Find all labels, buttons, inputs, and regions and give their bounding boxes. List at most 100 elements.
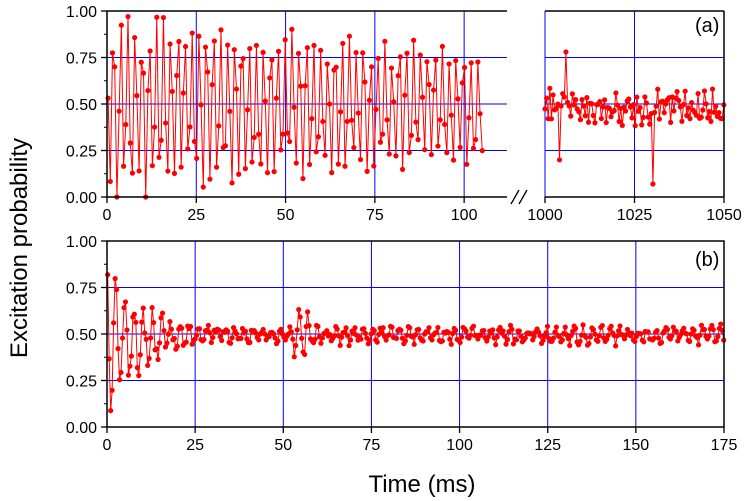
data-point: [493, 342, 499, 348]
y-tick-label: 1.00: [66, 4, 97, 21]
data-point: [459, 334, 465, 340]
data-point: [260, 326, 266, 333]
data-point: [247, 45, 253, 52]
data-point: [606, 105, 613, 111]
data-point: [209, 82, 215, 88]
data-point: [171, 335, 177, 342]
data-point: [233, 331, 240, 337]
data-point: [590, 112, 596, 119]
data-point: [643, 100, 650, 106]
data-point: [388, 65, 395, 71]
data-point: [122, 299, 129, 305]
data-point: [253, 42, 260, 49]
data-point: [351, 144, 357, 151]
data-point: [324, 328, 330, 334]
x-tick-label: 50: [274, 437, 292, 454]
data-point: [138, 59, 144, 65]
data-point: [125, 13, 131, 20]
data-point: [485, 334, 491, 340]
data-point: [651, 335, 657, 341]
data-point: [205, 322, 211, 328]
data-point: [118, 22, 124, 28]
data-point: [273, 95, 279, 101]
data-point: [681, 325, 687, 331]
data-point: [669, 333, 675, 339]
data-point: [561, 94, 567, 100]
data-point: [701, 326, 708, 333]
data-point: [107, 178, 113, 185]
y-tick-label: 0.25: [66, 144, 97, 161]
x-tick-label: 100: [446, 437, 473, 454]
data-point: [586, 340, 592, 347]
data-point: [718, 321, 724, 327]
data-point: [297, 314, 303, 320]
data-point: [614, 102, 621, 108]
data-point: [140, 305, 146, 311]
data-point: [437, 117, 443, 123]
data-point: [344, 118, 350, 125]
data-point: [433, 329, 440, 336]
data-point: [439, 338, 445, 344]
x-tick-label: 0: [103, 437, 112, 454]
data-point: [178, 164, 184, 170]
data-point: [706, 333, 712, 339]
data-point: [689, 99, 695, 106]
data-point: [256, 337, 262, 343]
data-point: [713, 103, 719, 109]
data-point: [559, 337, 565, 343]
data-point: [542, 106, 548, 112]
data-point: [231, 47, 237, 53]
data-point: [504, 336, 511, 343]
data-point: [632, 338, 638, 345]
data-point: [655, 86, 661, 92]
data-point: [404, 50, 410, 56]
data-point: [656, 116, 662, 122]
data-point: [446, 61, 452, 67]
data-point: [326, 101, 333, 107]
data-point: [180, 90, 186, 96]
data-point: [382, 38, 388, 44]
data-point: [213, 164, 220, 170]
data-point: [225, 42, 231, 48]
data-point: [380, 325, 386, 331]
data-point: [207, 330, 213, 336]
data-point: [145, 87, 151, 94]
data-point: [280, 131, 286, 137]
data-point: [289, 26, 295, 32]
panel-b: 0.00 0.25 0.50 0.75 1.00 0 25 50 75 100 125 150 175: [66, 234, 738, 454]
data-point: [513, 337, 520, 343]
data-point: [576, 109, 582, 115]
data-point: [540, 337, 546, 344]
data-point: [193, 332, 200, 338]
data-point: [300, 175, 306, 182]
data-point: [697, 332, 703, 338]
data-point: [174, 72, 180, 79]
data-point: [127, 140, 133, 146]
x-tick-label: 75: [363, 437, 381, 454]
data-point: [553, 105, 559, 112]
data-point: [457, 339, 463, 346]
data-point: [262, 98, 268, 104]
data-point: [490, 327, 496, 333]
x-tick-label: 1000: [527, 207, 563, 224]
data-point: [638, 331, 644, 337]
data-point: [453, 57, 459, 64]
data-point: [153, 346, 160, 352]
data-point: [637, 105, 643, 111]
data-point: [426, 325, 432, 331]
data-point: [151, 319, 157, 326]
data-point: [430, 87, 437, 93]
data-point: [695, 90, 701, 97]
data-point: [455, 96, 461, 102]
data-point: [142, 330, 148, 336]
data-point: [592, 120, 598, 126]
data-point: [167, 41, 173, 47]
data-point: [318, 340, 324, 346]
data-point: [544, 323, 551, 329]
data-point: [398, 327, 404, 333]
data-point: [386, 332, 392, 338]
data-point: [501, 333, 508, 339]
data-point: [222, 143, 229, 149]
data-point: [247, 339, 253, 346]
data-point: [275, 48, 282, 54]
